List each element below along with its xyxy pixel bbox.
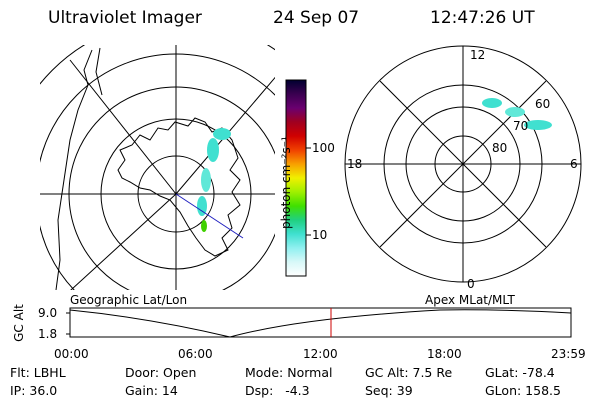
aurora-patch: [524, 120, 552, 130]
geographic-map: [40, 45, 275, 290]
apex-panel-label: Apex MLat/MLT: [425, 293, 515, 307]
colorbar-tick-label-10: 10: [312, 228, 328, 242]
apex-polar-plot: [344, 45, 582, 283]
mlt-label-6: 6: [570, 157, 578, 171]
mlt-label-0: 0: [467, 277, 475, 291]
aurora-patch: [482, 98, 502, 108]
seq-info: Seq: 39: [365, 383, 413, 398]
mlat-label-70: 70: [513, 119, 529, 133]
timeline-axis-label: GC Alt: [12, 304, 26, 342]
time-label: 12:47:26 UT: [430, 8, 535, 28]
geo-panel-label: Geographic Lat/Lon: [70, 293, 188, 307]
door-info: Door: Open: [125, 365, 197, 380]
aurora-bright-patch: [201, 220, 207, 232]
timeline-xtick-0000: 00:00: [54, 347, 89, 361]
ip-info: IP: 36.0: [10, 383, 58, 398]
timeline-xtick-0600: 06:00: [178, 347, 213, 361]
coastline: [95, 47, 103, 96]
aurora-patch: [207, 138, 219, 162]
timeline-ylabel-high: 9.0: [38, 306, 58, 320]
aurora-patch: [213, 128, 231, 140]
dsp-info: Dsp: -4.3: [245, 383, 310, 398]
aurora-patch: [201, 168, 211, 192]
mlt-label-12: 12: [470, 48, 486, 62]
aurora-patch: [505, 107, 525, 117]
satellite-track-line: [175, 193, 244, 239]
gain-info: Gain: 14: [125, 383, 178, 398]
instrument-title: Ultraviolet Imager: [48, 8, 202, 28]
geo-aurora: [197, 128, 231, 232]
colorbar: [285, 79, 307, 277]
mlat-label-80: 80: [492, 141, 508, 155]
gc-alt-info: GC Alt: 7.5 Re: [365, 365, 453, 380]
mlt-label-18: 18: [347, 157, 363, 171]
mlat-label-60: 60: [535, 97, 551, 111]
continent-outline: [117, 117, 241, 257]
timeline-xtick-1800: 18:00: [427, 347, 462, 361]
colorbar-tick-label-100: 100: [312, 141, 335, 155]
timeline-xtick-2359: 23:59: [551, 347, 586, 361]
colorbar-unit-label: photon cm⁻²s⁻¹: [279, 136, 293, 229]
timeline-ylabel-low: 1.8: [38, 327, 58, 341]
glat-info: GLat: -78.4: [485, 365, 555, 380]
coastline: [55, 49, 93, 290]
filter-info: Flt: LBHL: [10, 365, 66, 380]
mode-info: Mode: Normal: [245, 365, 333, 380]
geo-meridian: [175, 76, 275, 195]
altitude-timeline-frame: [69, 307, 572, 338]
apex-aurora: [482, 98, 552, 130]
aurora-patch: [197, 196, 207, 216]
altitude-curve: [69, 309, 572, 338]
geo-meridian: [69, 59, 177, 195]
date-label: 24 Sep 07: [273, 8, 360, 28]
geo-meridian: [70, 193, 177, 290]
timeline-xtick-1200: 12:00: [303, 347, 338, 361]
glon-info: GLon: 158.5: [485, 383, 561, 398]
